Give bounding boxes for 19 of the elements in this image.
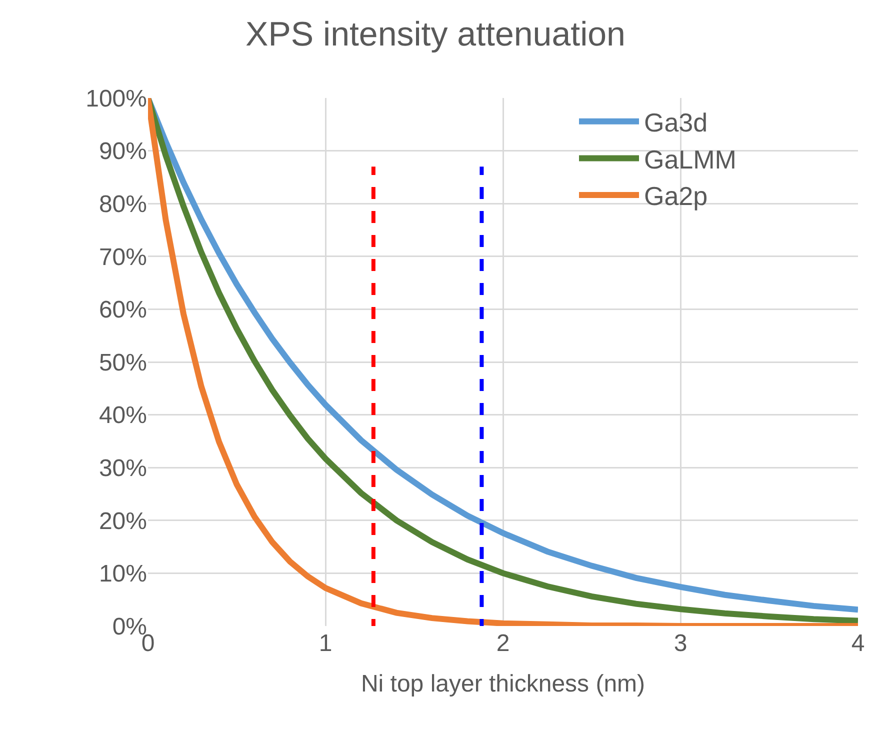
y-tick-label: 80% <box>98 191 147 218</box>
chart-title: XPS intensity attenuation <box>246 15 626 54</box>
legend-label: GaLMM <box>644 144 736 174</box>
x-tick-label: 1 <box>318 630 332 657</box>
y-tick-label: 100% <box>86 85 147 112</box>
y-tick-label: 70% <box>98 244 147 271</box>
legend-label: Ga3d <box>644 108 708 138</box>
y-tick-label: 50% <box>98 349 147 376</box>
x-axis-title: Ni top layer thickness (nm) <box>360 670 646 698</box>
y-tick-label: 20% <box>98 508 147 535</box>
legend-label: Ga2p <box>644 181 708 212</box>
y-tick-label: 10% <box>98 560 147 588</box>
x-tick-label: 2 <box>496 630 510 657</box>
y-tick-label: 60% <box>98 296 147 324</box>
y-tick-label: 90% <box>98 138 147 166</box>
x-tick-label: 4 <box>851 630 865 657</box>
x-tick-label: 3 <box>674 630 688 657</box>
y-tick-label: 40% <box>98 402 147 430</box>
y-tick-label: 30% <box>98 455 147 482</box>
